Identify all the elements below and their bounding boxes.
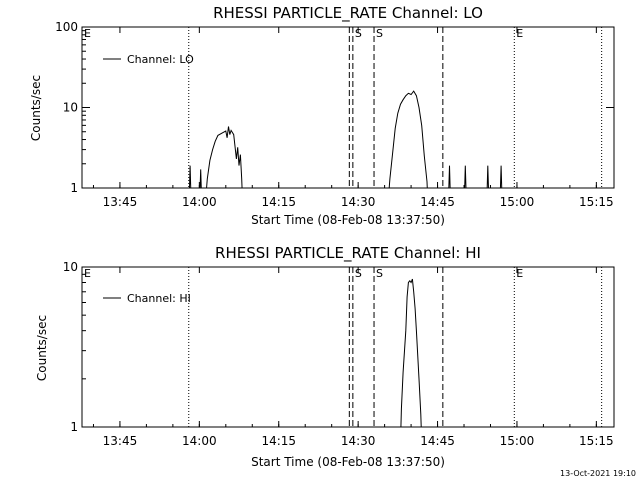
y-ticks-lo: 1 10 100	[55, 20, 614, 195]
x-tick-label-hi-0: 13:45	[103, 434, 138, 448]
x-ticks-lo: 13:45 14:00 14:15 14:30 14:45 15:00 15:15	[92, 27, 614, 209]
series-line-hi-0	[400, 278, 422, 427]
chart-title-lo: RHESSI PARTICLE_RATE Channel: LO	[213, 4, 483, 23]
series-line-lo-0	[188, 90, 503, 188]
x-tick-label-lo-0: 13:45	[103, 195, 138, 209]
y-tick-label-lo-0: 1	[70, 181, 78, 195]
x-tick-label-hi-5: 15:00	[500, 434, 535, 448]
x-axis-label-hi: Start Time (08-Feb-08 13:37:50)	[251, 455, 445, 469]
x-tick-label-lo-1: 14:00	[182, 195, 217, 209]
chart-title-hi: RHESSI PARTICLE_RATE Channel: HI	[215, 244, 481, 263]
plot-frame-hi	[81, 266, 615, 428]
x-tick-label-hi-4: 14:45	[420, 434, 455, 448]
x-tick-label-lo-5: 15:00	[500, 195, 535, 209]
event-label-lo-2: S	[355, 27, 362, 40]
plot-frame-lo	[81, 26, 615, 189]
x-tick-label-lo-6: 15:15	[579, 195, 614, 209]
event-label-hi-4: S	[376, 267, 383, 280]
x-axis-label-lo: Start Time (08-Feb-08 13:37:50)	[251, 213, 445, 227]
event-label-lo-0: E	[84, 27, 91, 40]
y-tick-label-hi-1: 10	[63, 260, 78, 274]
x-tick-label-hi-1: 14:00	[182, 434, 217, 448]
y-axis-label-lo: Counts/sec	[29, 75, 43, 141]
y-tick-label-hi-0: 1	[70, 420, 78, 434]
legend-lo: Channel: LO	[103, 53, 194, 66]
chart-panel-hi: RHESSI PARTICLE_RATE Channel: HI E S S E 13…	[35, 244, 615, 469]
x-tick-label-hi-6: 15:15	[579, 434, 614, 448]
x-tick-label-lo-2: 14:15	[261, 195, 296, 209]
x-tick-label-hi-3: 14:30	[341, 434, 376, 448]
x-tick-label-hi-2: 14:15	[261, 434, 296, 448]
event-label-hi-6: E	[516, 267, 523, 280]
event-label-lo-6: E	[516, 27, 523, 40]
series-layer-hi	[400, 278, 422, 427]
y-axis-label-hi: Counts/sec	[35, 315, 49, 381]
legend-hi: Channel: HI	[103, 292, 191, 305]
chart-panel-lo: RHESSI PARTICLE_RATE Channel: LO E S S E 13…	[29, 4, 615, 227]
x-tick-label-lo-4: 14:45	[420, 195, 455, 209]
y-tick-label-lo-1: 10	[63, 101, 78, 115]
event-label-hi-0: E	[84, 267, 91, 280]
generation-timestamp: 13-Oct-2021 19:10	[560, 469, 636, 478]
event-label-lo-4: S	[376, 27, 383, 40]
series-layer-lo	[188, 90, 503, 188]
x-tick-label-lo-3: 14:30	[341, 195, 376, 209]
y-ticks-hi: 1 10	[63, 260, 614, 434]
y-tick-label-lo-2: 100	[55, 20, 78, 34]
event-label-hi-2: S	[355, 267, 362, 280]
legend-label-hi: Channel: HI	[127, 292, 191, 305]
legend-label-lo: Channel: LO	[127, 53, 194, 66]
x-ticks-hi: 13:45 14:00 14:15 14:30 14:45 15:00 15:15	[92, 267, 614, 448]
